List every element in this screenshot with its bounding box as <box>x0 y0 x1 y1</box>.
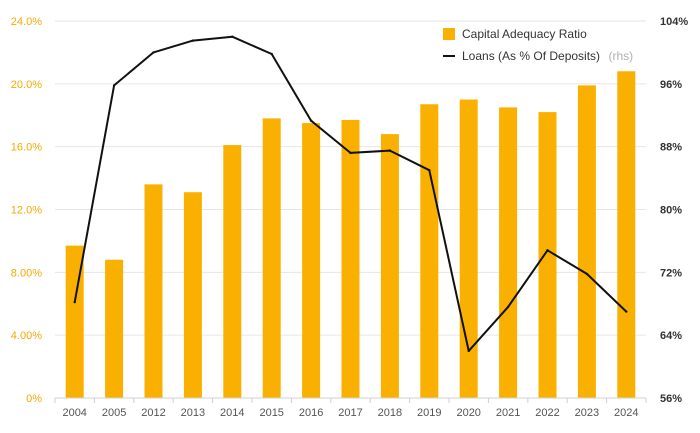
y-right-tick-label: 72% <box>660 267 682 279</box>
y-right-tick-label: 80% <box>660 205 682 217</box>
bar-capital-adequacy-2020 <box>459 99 478 399</box>
x-axis: 2004 2005 2012 2013 2014 2015 2016 2017 2018 2019… <box>54 397 647 419</box>
y-right-axis: 56% 64% 72% 80% 88% 96% 104% <box>660 16 688 405</box>
bar-series <box>65 71 636 399</box>
line-point-2004 <box>73 300 76 304</box>
x-tick-label: 2022 <box>535 407 559 419</box>
legend-bar-swatch <box>443 28 455 40</box>
line-point-2017 <box>349 151 352 155</box>
x-tick-label: 2013 <box>181 407 205 419</box>
line-point-2023 <box>585 272 589 276</box>
bar-capital-adequacy-2022 <box>538 112 557 398</box>
x-tick-label: 2018 <box>378 407 402 419</box>
legend-line-label: Loans (As % Of Deposits) <box>462 49 600 63</box>
y-right-tick-label: 56% <box>660 393 682 405</box>
bar-capital-adequacy-2021 <box>499 107 518 398</box>
y-left-tick-label: 16.0% <box>11 142 42 154</box>
y-right-tick-label: 96% <box>660 79 682 91</box>
line-point-2019 <box>428 169 431 172</box>
x-tick-label: 2019 <box>417 407 441 419</box>
bar-capital-adequacy-2016 <box>302 123 321 399</box>
y-left-tick-label: 12.0% <box>11 205 42 217</box>
x-tick-label: 2017 <box>338 407 362 419</box>
line-point-2015 <box>270 52 273 56</box>
line-point-2012 <box>152 51 155 54</box>
line-point-2014 <box>231 35 234 38</box>
bar-capital-adequacy-2004 <box>65 245 84 398</box>
y-right-tick-label: 104% <box>660 16 688 28</box>
legend-line-rhs-note: (rhs) <box>609 49 634 63</box>
x-tick-label: 2020 <box>456 407 480 419</box>
bar-capital-adequacy-2005 <box>105 259 124 398</box>
y-right-tick-label: 88% <box>660 142 682 154</box>
y-left-tick-label: 20.0% <box>11 79 42 91</box>
legend: Capital Adequacy Ratio Loans (As % Of De… <box>443 27 633 64</box>
line-point-2021 <box>506 305 510 309</box>
bar-capital-adequacy-2017 <box>341 119 360 399</box>
bar-capital-adequacy-2014 <box>223 145 242 398</box>
bar-capital-adequacy-2023 <box>577 85 596 398</box>
line-point-2018 <box>388 149 392 152</box>
bar-capital-adequacy-2013 <box>183 192 202 398</box>
line-point-2016 <box>309 119 313 122</box>
y-left-tick-label: 0% <box>26 393 42 405</box>
line-point-2013 <box>191 39 195 42</box>
line-series <box>73 35 628 353</box>
line-point-2022 <box>546 249 549 252</box>
bar-capital-adequacy-2015 <box>262 118 281 399</box>
bar-capital-adequacy-2012 <box>144 184 163 398</box>
x-tick-label: 2021 <box>496 407 520 419</box>
legend-bar-label: Capital Adequacy Ratio <box>462 27 587 41</box>
bar-capital-adequacy-2018 <box>380 134 399 398</box>
x-tick-label: 2012 <box>141 407 165 419</box>
line-point-2005 <box>112 84 116 87</box>
x-tick-label: 2005 <box>102 407 126 419</box>
line-point-2020 <box>467 349 470 353</box>
y-left-tick-label: 8.00% <box>11 267 42 279</box>
x-tick-label: 2023 <box>575 407 599 419</box>
y-left-tick-label: 24.0% <box>11 16 42 28</box>
x-tick-label: 2024 <box>614 407 638 419</box>
bar-capital-adequacy-2019 <box>420 104 439 399</box>
x-tick-label: 2016 <box>299 407 323 419</box>
y-right-tick-label: 64% <box>660 330 682 342</box>
x-tick-label: 2004 <box>62 407 86 419</box>
x-tick-label: 2014 <box>220 407 244 419</box>
y-left-tick-label: 4.00% <box>11 330 42 342</box>
y-left-axis: 0% 4.00% 8.00% 12.0% 16.0% 20.0% 24.0% <box>11 16 42 405</box>
line-point-2024 <box>625 310 628 313</box>
legend-line-label-group: Loans (As % Of Deposits) (rhs) <box>462 47 633 64</box>
bar-capital-adequacy-2024 <box>617 71 636 399</box>
x-tick-label: 2015 <box>259 407 283 419</box>
